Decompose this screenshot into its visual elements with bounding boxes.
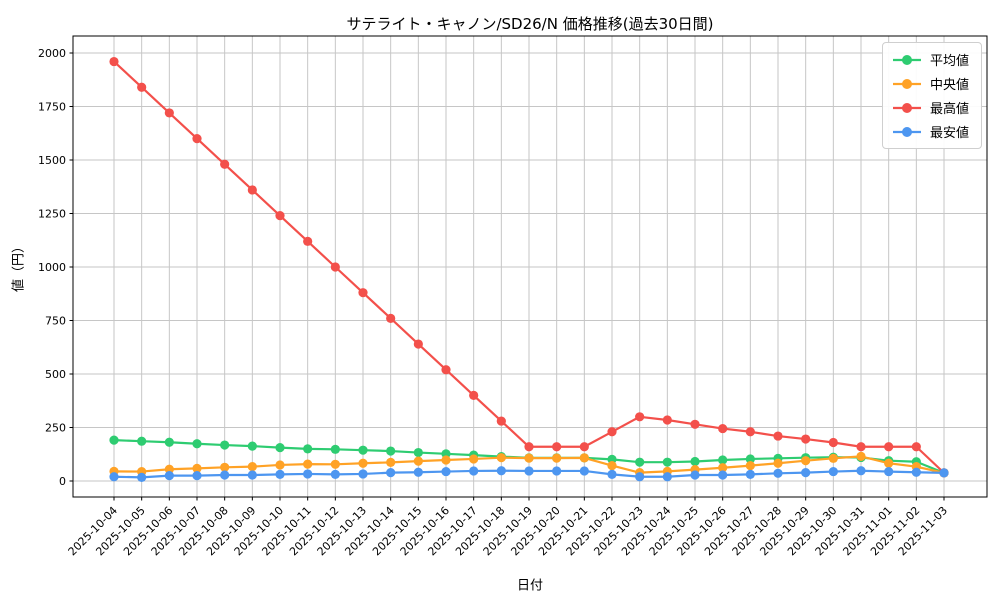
legend: 平均値中央値最高値最安値 (881, 42, 982, 149)
chart-title: サテライト・キャノン/SD26/N 価格推移(過去30日間) (346, 15, 714, 33)
legend-marker-mean (892, 54, 921, 65)
svg-text:1250: 1250 (38, 207, 66, 220)
legend-label-max: 最高値 (929, 102, 969, 117)
legend-marker-min (892, 126, 921, 137)
svg-text:1000: 1000 (38, 261, 66, 274)
svg-text:250: 250 (45, 421, 66, 434)
legend-item-median: 中央値 (892, 74, 969, 93)
legend-label-median: 中央値 (929, 78, 969, 93)
svg-text:1500: 1500 (38, 154, 66, 167)
legend-label-min: 最安値 (929, 126, 969, 141)
legend-marker-max (892, 102, 921, 113)
x-axis-label: 日付 (516, 578, 544, 594)
legend-label-mean: 平均値 (929, 54, 969, 69)
legend-item-min: 最安値 (892, 122, 969, 141)
legend-item-mean: 平均値 (892, 50, 969, 69)
legend-marker-median (892, 78, 921, 89)
svg-text:2000: 2000 (38, 47, 66, 60)
svg-text:750: 750 (45, 314, 66, 327)
svg-text:500: 500 (45, 368, 66, 381)
svg-text:0: 0 (59, 475, 66, 488)
svg-text:1750: 1750 (38, 100, 66, 113)
legend-item-max: 最高値 (892, 98, 969, 117)
